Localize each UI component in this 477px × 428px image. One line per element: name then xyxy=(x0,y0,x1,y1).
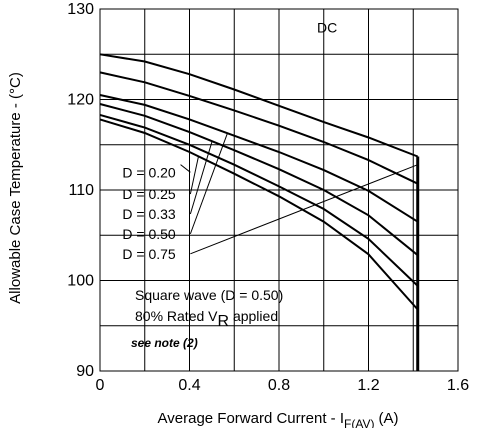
x-axis-title-text: Average Forward Current - I xyxy=(158,410,344,427)
series-line-d-0-33 xyxy=(99,103,419,256)
dc-series-label: DC xyxy=(317,20,337,36)
y-tick-label: 90 xyxy=(76,363,94,380)
curve-label-leader xyxy=(189,132,229,235)
curve-label-leader xyxy=(180,164,191,173)
series-line-d-0-75 xyxy=(99,71,419,185)
curve-label: D = 0.25 xyxy=(122,186,176,202)
curve-label: D = 0.20 xyxy=(122,164,176,180)
tick-labels: 0 0.4 0.8 1.2 1.6 90 100 110 120 130 xyxy=(67,1,469,394)
y-tick-label: 110 xyxy=(68,182,94,199)
curve-labels: D = 0.20 D = 0.25 D = 0.33 D = 0.50 D = 0.75 xyxy=(122,164,176,261)
plot-frame xyxy=(99,8,459,372)
x-tick-label: 0.8 xyxy=(268,377,290,394)
curve-label-leader xyxy=(189,156,199,195)
y-tick-label: 100 xyxy=(67,273,94,290)
curve-label: D = 0.50 xyxy=(122,226,176,242)
x-axis-title-unit: (A) xyxy=(378,410,398,427)
curve-label: D = 0.75 xyxy=(122,246,176,262)
series-line-d-0-25 xyxy=(99,113,419,287)
curve-label: D = 0.33 xyxy=(122,206,176,222)
x-tick-label: 1.6 xyxy=(447,377,469,394)
x-axis-title: Average Forward Current - IF(AV) (A) xyxy=(158,410,399,428)
x-tick-label: 0.4 xyxy=(178,377,200,394)
annotation-block: Square wave (D = 0.50) 80% Rated VR appl… xyxy=(131,287,283,350)
annotation-line-1: Square wave (D = 0.50) xyxy=(135,287,283,303)
x-tick-label: 1.2 xyxy=(357,377,379,394)
series-line-d-0-50 xyxy=(99,94,419,223)
curve-label-leader xyxy=(190,164,418,255)
annotation-note: see note (2) xyxy=(131,336,198,350)
series-line-dc xyxy=(99,53,419,158)
y-tick-label: 130 xyxy=(67,1,94,18)
x-axis-title-subscript: F(AV) xyxy=(344,417,374,428)
x-tick-label: 0 xyxy=(96,377,105,394)
annotation-line-2-text: 80% Rated V xyxy=(135,308,218,324)
annotation-line-2: 80% Rated VR applied xyxy=(135,308,278,330)
series-curves xyxy=(99,53,420,371)
curve-label-leaders xyxy=(180,132,418,255)
curve-label-leader xyxy=(189,141,213,215)
annotation-line-2-suffix: applied xyxy=(229,308,278,324)
annotation-line-2-subscript: R xyxy=(218,313,230,330)
y-tick-label: 120 xyxy=(67,92,94,109)
y-axis-title: Allowable Case Temperature - (°C) xyxy=(7,72,24,304)
series-line-d-0-20 xyxy=(99,118,419,311)
